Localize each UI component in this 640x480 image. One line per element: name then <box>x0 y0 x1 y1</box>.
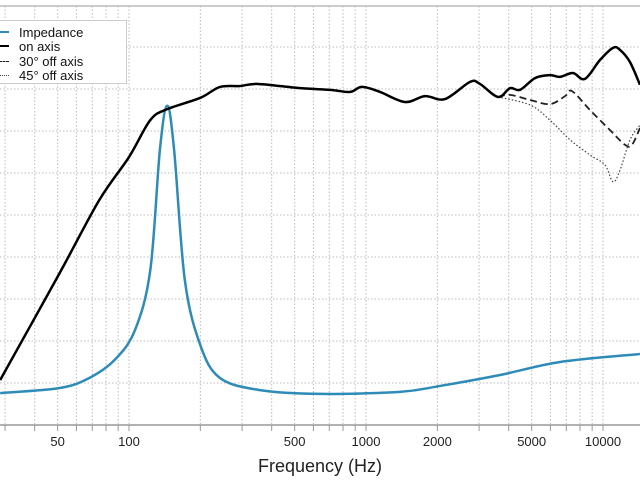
legend-label: 45° off axis <box>19 67 84 83</box>
legend-label: 30° off axis <box>19 53 84 69</box>
legend-swatch-on-axis <box>0 45 9 47</box>
legend-item-on-axis: on axis <box>0 38 61 54</box>
legend-swatch-45-off-axis <box>0 74 9 76</box>
x-tick-label: 50 <box>50 434 64 449</box>
on-axis-line <box>0 45 640 381</box>
legend-swatch-30-off-axis <box>0 60 9 62</box>
legend-item-45-off-axis: 45° off axis <box>0 67 84 83</box>
x-tick-label: 500 <box>284 434 306 449</box>
legend-label: Impedance <box>19 24 84 40</box>
legend: Impedance on axis 30° off axis 45° off a… <box>0 20 127 84</box>
x-axis-label: Frequency (Hz) <box>257 456 383 476</box>
series-group <box>0 45 640 396</box>
off-axis-45-line <box>497 96 640 183</box>
x-tick-label: 100 <box>118 434 140 449</box>
x-tick-label: 5000 <box>517 434 546 449</box>
x-ticks: 50 100 500 1000 2000 5000 10000 <box>4 425 621 449</box>
grid <box>0 6 640 425</box>
legend-swatch-impedance <box>0 31 9 33</box>
off-axis-30-line <box>497 89 640 148</box>
x-tick-label: 2000 <box>423 434 452 449</box>
legend-item-impedance: Impedance <box>0 24 84 40</box>
x-tick-label: 1000 <box>352 434 381 449</box>
impedance-line <box>0 104 640 396</box>
legend-label: on axis <box>19 38 61 54</box>
legend-item-30-off-axis: 30° off axis <box>0 53 84 69</box>
x-tick-label: 10000 <box>585 434 621 449</box>
